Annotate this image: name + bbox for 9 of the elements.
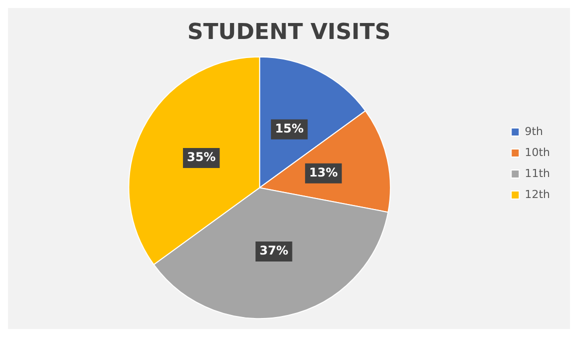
legend-label: 9th <box>524 124 544 138</box>
legend-label: 10th <box>524 146 550 159</box>
legend-label: 12th <box>524 188 550 201</box>
chart-title: STUDENT VISITS <box>187 20 391 45</box>
data-label: 13% <box>309 166 338 180</box>
data-label: 37% <box>260 244 288 258</box>
data-label: 15% <box>274 122 304 136</box>
data-label: 35% <box>186 150 216 164</box>
legend-label: 11th <box>524 166 550 180</box>
